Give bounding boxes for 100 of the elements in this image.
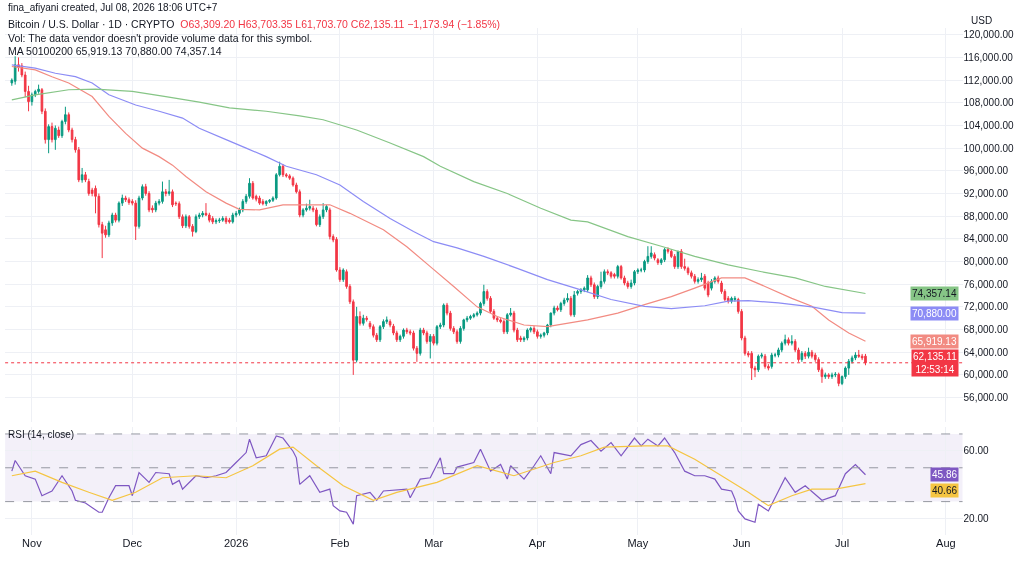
candlestick [536,329,539,340]
annotation: Vol: The data vendor doesn't provide volume data for this symbol. [8,32,313,44]
y-tick-label: 84,000.00 [963,233,1009,245]
candlestick [649,245,653,260]
candlestick [171,189,174,208]
y-tick-label: 92,000.00 [963,187,1009,199]
x-tick-label: 2026 [223,537,249,550]
candlestick [231,212,235,225]
candlestick [194,213,198,234]
candlestick [566,292,569,303]
candlestick [700,272,703,283]
candlestick [469,314,472,321]
candlestick [355,306,358,363]
candlestick [693,273,697,285]
candlestick [221,215,225,223]
candlestick [358,310,362,327]
candlestick [609,270,613,280]
candlestick [733,295,737,303]
x-tick-label: Jul [835,537,850,550]
y-tick-label: 108,000.00 [963,97,1015,109]
candlestick [810,349,814,359]
x-tick-label: Feb [330,537,350,550]
candlestick [341,267,345,283]
x-tick-label: Dec [122,537,143,550]
x-tick-label: Jun [732,537,751,550]
candlestick [569,295,573,318]
annotation: 65,919.13 [912,336,957,347]
candlestick [572,290,576,318]
candlestick [127,196,131,206]
candlestick [860,353,864,361]
candlestick [603,268,606,285]
candlestick [586,274,589,293]
y-tick-label: 68,000.00 [963,324,1009,336]
y-tick-label: 80,000.00 [963,256,1009,268]
candlestick [619,264,623,281]
candlestick [124,195,127,203]
candlestick [154,200,158,213]
candlestick [261,198,265,206]
candlestick [301,207,305,218]
candlestick [666,246,670,255]
y-tick-label: 60,000.00 [963,369,1009,381]
candlestick [690,270,693,280]
candlestick [214,217,218,225]
candlestick [184,213,188,229]
line-series [11,88,867,295]
candlestick [425,330,429,345]
candlestick [633,269,636,286]
candlestick [770,352,774,370]
y-tick-label: 112,000.00 [963,74,1014,86]
candlestick [161,181,164,205]
candlestick [556,305,559,312]
candlestick [606,268,610,276]
candlestick [673,253,676,270]
candlestick [224,215,228,225]
y-tick-label: 56,000.00 [963,392,1009,404]
candlestick [432,333,435,346]
candlestick [54,124,57,151]
candlestick [579,287,583,295]
candlestick [790,334,794,346]
candlestick [362,314,365,327]
candlestick [218,217,221,224]
candlestick [680,248,683,270]
candlestick [418,327,422,357]
candlestick [385,316,389,325]
candlestick [134,199,137,241]
candlestick [827,372,830,380]
candlestick [305,203,308,213]
candlestick [803,350,807,360]
annotation: 70,880.00 [912,308,957,319]
candlestick [328,207,332,240]
candlestick [532,325,536,335]
annotation: MA 50100200 65,919.13 70,880.00 74,357.14 [8,45,222,57]
candlestick [30,92,34,107]
candlestick [854,351,857,361]
candlestick [710,278,713,291]
candlestick [201,210,204,218]
candlestick [315,207,318,227]
candlestick [308,199,312,211]
candlestick [800,350,804,363]
candlestick [405,327,409,335]
annotation: 74,357.14 [912,288,957,299]
annotation: 62,135.11 12:53:14 [913,351,958,375]
candlestick [847,358,851,376]
candlestick [211,215,214,225]
candlestick [539,333,543,340]
candlestick [526,327,529,341]
chart-subtitle: O63,309.20 H63,703.35 L61,703.70 C62,135.11 −1,173.94 (−1.85%) [180,18,501,30]
candlestick [505,312,509,335]
candlestick [57,126,60,139]
x-tick-label: Aug [936,537,956,550]
y-tick-label: 60.00 [963,445,990,457]
candlestick [616,264,620,280]
candlestick [114,212,117,223]
candlestick [613,272,616,280]
candlestick [402,327,405,340]
candlestick [559,301,563,313]
candlestick [442,302,445,328]
chart-title: Bitcoin / U.S. Dollar · 1D · CRYPTO [8,18,175,30]
candlestick [857,349,861,359]
candlestick [248,177,251,200]
